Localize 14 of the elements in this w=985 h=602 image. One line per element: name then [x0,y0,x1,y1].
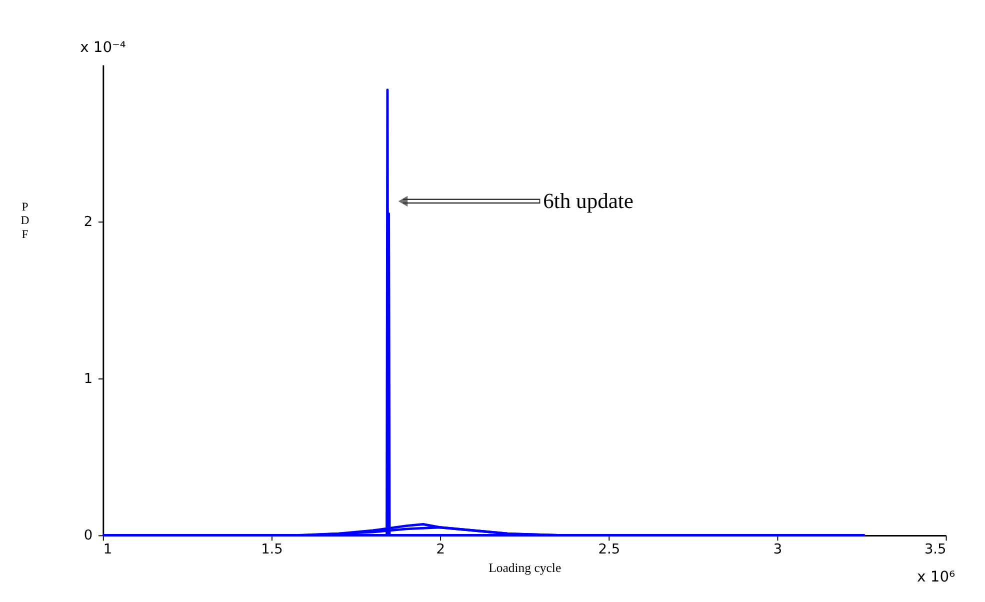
x-tick-label: 1.5 [261,541,283,558]
x-tick-label: 1 [103,541,112,558]
annotation: 6th update [543,189,634,214]
x-axis-title: Loading cycle [488,560,562,575]
text: x 10⁶ [917,568,956,586]
y-axis-title: PDF [20,200,30,241]
x-tick-label: 3.5 [924,541,946,558]
y-tick-label: 1 [84,370,93,387]
y-tick-label: 0 [84,528,93,544]
x-tick-label: 2.5 [598,541,620,558]
x-tick-label: 3 [773,541,782,558]
y-tick-label: 2 [84,214,93,230]
x-tick-label: 2 [436,541,445,558]
text: x 10⁻⁴ [80,39,126,56]
